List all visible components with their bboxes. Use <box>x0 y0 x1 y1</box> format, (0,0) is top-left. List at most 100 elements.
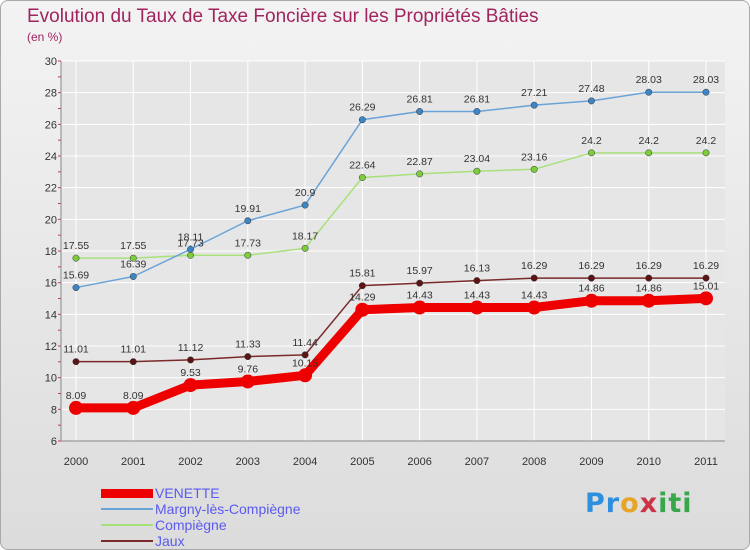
data-point-0 <box>641 293 656 308</box>
data-label-0: 14.86 <box>578 283 604 295</box>
y-tick-label: 22 <box>45 183 57 195</box>
data-point-1 <box>244 217 252 225</box>
data-point-0 <box>584 293 599 308</box>
data-label-3: 15.97 <box>406 265 432 277</box>
logo-letter: i <box>682 488 693 519</box>
data-point-2 <box>301 244 309 252</box>
data-point-2 <box>72 254 80 262</box>
data-label-1: 15.69 <box>63 270 89 282</box>
logo-letter: r <box>605 488 621 519</box>
data-point-3 <box>416 279 424 287</box>
data-point-3 <box>72 358 80 366</box>
data-point-1 <box>530 101 538 109</box>
legend-label: Compiègne <box>155 517 227 533</box>
data-point-0 <box>126 400 141 415</box>
logo-letter: t <box>668 488 683 519</box>
y-tick-label: 26 <box>45 119 57 131</box>
y-tick-label: 16 <box>45 278 57 290</box>
x-tick-label: 2002 <box>178 456 202 468</box>
data-label-0: 15.01 <box>693 280 719 292</box>
data-point-3 <box>588 274 595 282</box>
proxiti-logo: Proxiti <box>585 488 693 519</box>
data-label-1: 28.03 <box>636 74 662 86</box>
data-point-0 <box>527 300 542 315</box>
logo-letter: P <box>585 488 606 519</box>
x-tick-label: 2004 <box>293 456 317 468</box>
y-tick-label: 28 <box>45 88 57 100</box>
data-point-0 <box>469 300 484 315</box>
data-label-3: 11.01 <box>121 344 147 356</box>
data-label-3: 11.12 <box>178 342 204 354</box>
data-label-1: 26.81 <box>464 94 490 106</box>
legend-item: Compiègne <box>101 517 361 533</box>
data-point-2 <box>530 165 538 173</box>
y-tick-label: 24 <box>45 151 57 163</box>
data-label-2: 17.73 <box>177 237 203 249</box>
data-label-2: 17.55 <box>63 240 89 252</box>
data-point-0 <box>69 400 83 415</box>
data-label-0: 14.86 <box>636 283 662 295</box>
x-tick-label: 2010 <box>636 456 660 468</box>
series-line-0 <box>76 293 707 413</box>
data-label-2: 22.64 <box>349 160 375 172</box>
series-line-3 <box>76 277 706 363</box>
data-point-1 <box>358 116 366 124</box>
data-point-1 <box>473 108 481 115</box>
data-point-3 <box>645 274 653 282</box>
legend-swatch <box>101 540 153 542</box>
data-label-2: 17.55 <box>120 240 146 252</box>
data-label-2: 24.2 <box>581 135 602 147</box>
data-label-2: 18.17 <box>292 230 318 242</box>
legend-item: Margny-lès-Compiègne <box>101 501 361 517</box>
data-point-2 <box>129 254 137 262</box>
data-label-2: 17.73 <box>235 237 261 249</box>
data-label-0: 10.15 <box>292 357 318 369</box>
data-point-2 <box>645 149 653 157</box>
x-tick-label: 2011 <box>694 456 718 468</box>
data-label-3: 11.01 <box>63 344 89 356</box>
logo-letter: x <box>639 488 659 519</box>
data-point-0 <box>355 302 370 317</box>
x-tick-label: 2007 <box>465 456 489 468</box>
legend-item: Jaux <box>101 533 361 549</box>
data-point-0 <box>183 378 198 393</box>
data-point-3 <box>244 353 252 361</box>
data-point-3 <box>129 358 137 366</box>
data-label-3: 16.29 <box>578 260 604 272</box>
legend-label: Margny-lès-Compiègne <box>155 501 301 517</box>
data-point-1 <box>301 201 309 209</box>
data-point-3 <box>473 277 481 285</box>
data-label-3: 16.29 <box>521 260 547 272</box>
data-label-2: 23.16 <box>521 151 547 163</box>
data-label-1: 26.29 <box>349 102 375 114</box>
legend-swatch <box>101 508 153 510</box>
data-label-0: 8.09 <box>123 390 144 402</box>
legend-item: VENETTE <box>101 485 361 501</box>
series-line-1 <box>75 91 706 289</box>
x-tick-label: 2003 <box>236 456 260 468</box>
data-label-0: 14.43 <box>521 290 547 302</box>
data-label-0: 14.43 <box>406 290 432 302</box>
data-label-1: 19.91 <box>235 203 261 215</box>
chart-title: Evolution du Taux de Taxe Foncière sur l… <box>27 6 539 27</box>
data-point-1 <box>702 88 710 96</box>
data-point-1 <box>645 88 653 96</box>
data-label-3: 16.29 <box>636 260 662 272</box>
legend-swatch <box>101 488 153 498</box>
data-label-2: 24.2 <box>696 135 717 147</box>
legend-label: Jaux <box>155 533 185 549</box>
legend-swatch <box>101 524 153 526</box>
data-point-0 <box>240 374 255 389</box>
x-tick-label: 2005 <box>350 456 374 468</box>
data-point-0 <box>298 368 313 383</box>
data-point-2 <box>187 251 194 259</box>
data-point-2 <box>588 149 595 157</box>
x-tick-label: 2000 <box>64 456 88 468</box>
data-point-2 <box>702 149 710 157</box>
data-label-2: 24.2 <box>639 135 660 147</box>
x-tick-label: 2001 <box>121 456 145 468</box>
data-label-2: 23.04 <box>464 153 490 165</box>
logo-letter: o <box>620 488 640 519</box>
chart-legend: VENETTE Margny-lès-Compiègne Compiègne Jaux <box>101 485 361 549</box>
data-label-1: 26.81 <box>406 94 432 106</box>
